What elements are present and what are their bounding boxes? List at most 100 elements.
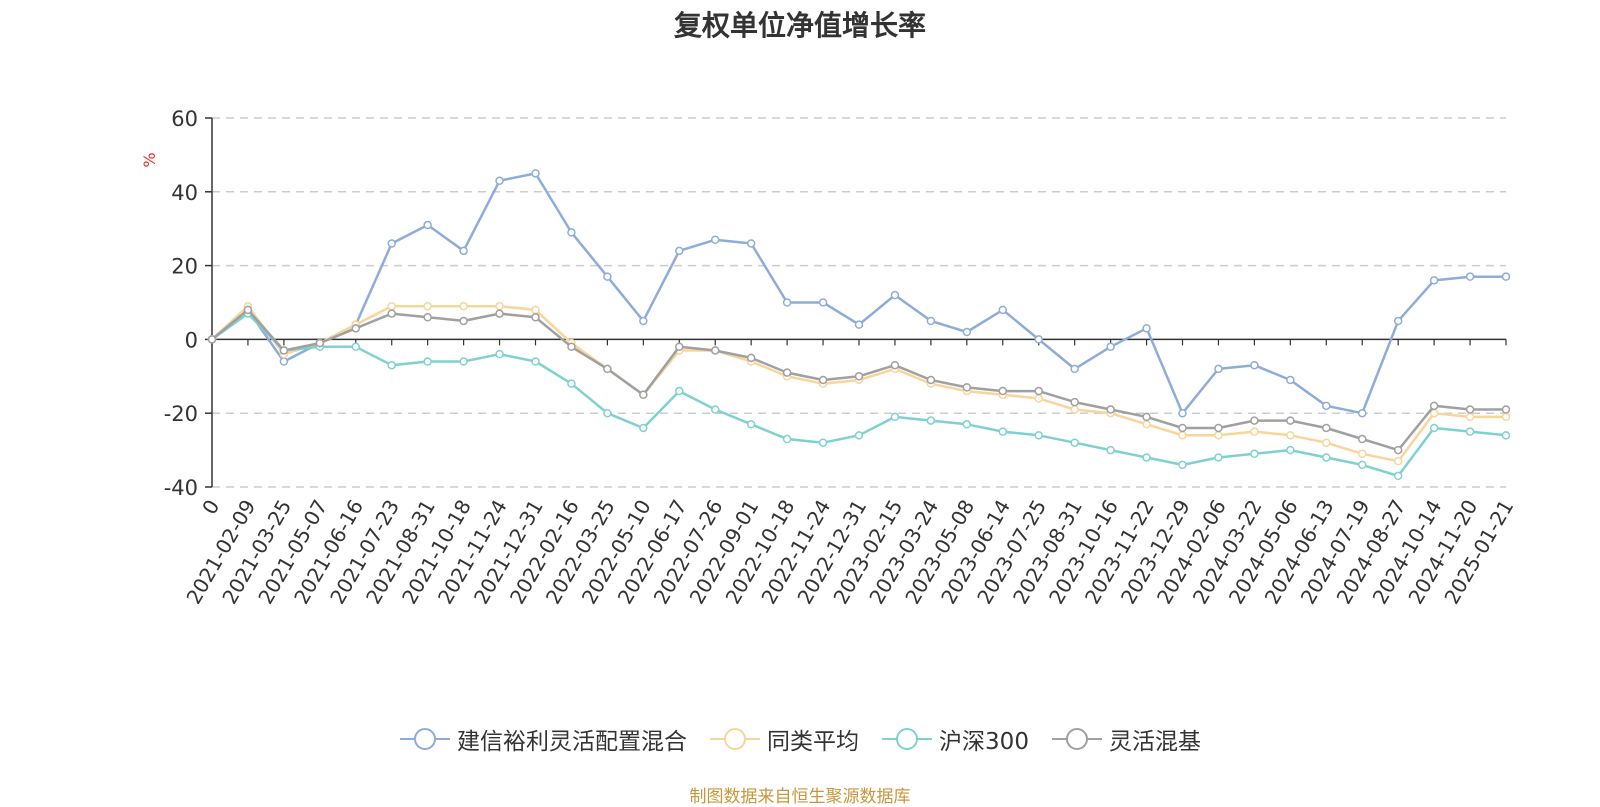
- data-point: [207, 335, 217, 344]
- data-point: [675, 342, 684, 352]
- data-point: [1178, 423, 1187, 433]
- data-point: [1178, 431, 1187, 440]
- data-point: [567, 342, 576, 352]
- data-point: [926, 416, 936, 425]
- data-source-note: 制图数据来自恒生聚源数据库: [689, 787, 911, 807]
- data-point: [495, 309, 504, 318]
- data-point: [746, 353, 756, 363]
- y-tick-label: -40: [164, 476, 198, 500]
- data-point: [531, 313, 540, 322]
- data-point: [746, 420, 756, 429]
- x-tick-label: 0: [197, 496, 224, 519]
- data-point: [387, 360, 396, 370]
- data-point: [1429, 401, 1439, 411]
- legend-line-circle-icon: [1051, 728, 1102, 750]
- legend-line-circle-icon: [710, 728, 761, 750]
- data-point: [675, 246, 684, 256]
- data-point: [1034, 386, 1043, 396]
- legend-item[interactable]: 建信裕利灵活配置混合: [399, 722, 687, 756]
- data-point: [1393, 445, 1403, 455]
- data-point: [1106, 445, 1115, 455]
- data-point: [531, 169, 540, 178]
- legend-line-circle-icon: [400, 728, 451, 750]
- legend-item[interactable]: 沪深300: [881, 722, 1029, 756]
- data-point: [818, 438, 828, 447]
- data-point: [1322, 401, 1331, 411]
- data-point: [1142, 420, 1151, 429]
- data-point: [459, 301, 468, 311]
- data-point: [639, 316, 648, 326]
- data-point: [1178, 460, 1187, 470]
- legend-item[interactable]: 同类平均: [709, 722, 859, 756]
- data-point: [1106, 405, 1115, 414]
- data-point: [459, 246, 468, 256]
- data-point: [1070, 397, 1079, 407]
- data-point: [926, 375, 936, 385]
- data-point: [1286, 445, 1295, 455]
- data-point: [890, 290, 900, 300]
- data-point: [279, 346, 289, 355]
- data-point: [1465, 427, 1475, 436]
- legend-line-circle-icon: [882, 728, 933, 750]
- data-point: [818, 375, 828, 385]
- data-point: [1357, 434, 1367, 444]
- data-point: [1429, 423, 1439, 433]
- series-4: [207, 305, 1511, 455]
- data-point: [998, 305, 1008, 315]
- data-point: [1393, 316, 1403, 326]
- data-point: [782, 434, 792, 444]
- data-point: [495, 301, 504, 311]
- data-point: [1357, 460, 1367, 470]
- data-point: [1070, 405, 1079, 414]
- data-point: [998, 386, 1008, 396]
- legend-item[interactable]: 灵活混基: [1051, 722, 1201, 756]
- legend-label: 建信裕利灵活配置混合: [457, 729, 688, 755]
- data-point: [1286, 431, 1295, 440]
- data-point: [710, 405, 720, 414]
- data-point: [1429, 276, 1439, 285]
- data-point: [1322, 453, 1331, 462]
- data-point: [890, 360, 900, 370]
- data-point: [854, 320, 864, 329]
- data-point: [567, 379, 576, 388]
- data-point: [423, 220, 432, 230]
- data-point: [1214, 431, 1223, 440]
- data-point: [1393, 471, 1403, 481]
- data-point: [998, 427, 1008, 436]
- line-chart: -40-20020406002021-02-092021-03-252021-0…: [140, 107, 1518, 608]
- data-point: [567, 228, 576, 237]
- data-point: [387, 301, 396, 311]
- chart-title: 复权单位净值增长率: [673, 9, 926, 42]
- data-point: [782, 368, 792, 377]
- data-point: [243, 305, 253, 315]
- y-tick-label: 40: [171, 181, 198, 205]
- data-point: [459, 357, 468, 366]
- data-point: [531, 357, 540, 366]
- data-point: [675, 386, 684, 396]
- data-point: [423, 301, 432, 311]
- data-point: [1322, 423, 1331, 433]
- data-point: [495, 176, 504, 185]
- data-point: [387, 309, 396, 318]
- data-point: [710, 346, 720, 355]
- data-point: [423, 357, 432, 366]
- data-point: [1357, 449, 1367, 459]
- data-point: [603, 364, 612, 374]
- data-point: [1393, 456, 1403, 466]
- data-point: [1501, 405, 1511, 414]
- data-point: [1501, 272, 1511, 281]
- data-point: [1322, 438, 1331, 447]
- data-point: [1214, 453, 1223, 462]
- data-point: [1214, 423, 1223, 433]
- data-point: [1250, 416, 1259, 425]
- data-point: [854, 431, 864, 440]
- series-lines: [207, 169, 1511, 481]
- data-point: [1286, 416, 1295, 425]
- data-point: [1250, 449, 1259, 459]
- data-point: [531, 305, 540, 315]
- y-tick-label: 60: [171, 107, 198, 131]
- legend: 建信裕利灵活配置混合 同类平均 沪深300 灵活混基: [0, 722, 1600, 756]
- data-point: [1357, 408, 1367, 418]
- y-axis-label: %: [140, 152, 159, 167]
- legend-label: 沪深300: [939, 729, 1029, 755]
